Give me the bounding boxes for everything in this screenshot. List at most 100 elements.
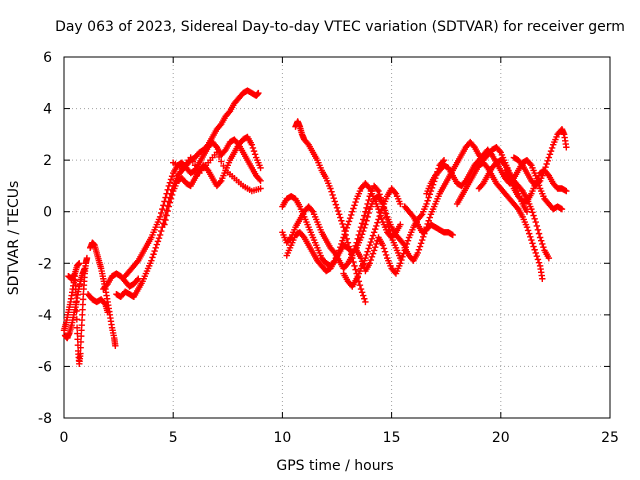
series-arc-6: [100, 270, 142, 293]
data-point: [339, 220, 346, 228]
data-point: [373, 222, 380, 230]
data-point: [213, 149, 221, 156]
data-point: [251, 151, 259, 158]
data-point: [104, 309, 111, 316]
data-point: [256, 176, 263, 183]
data-point: [417, 240, 425, 247]
data-point: [391, 230, 399, 237]
y-tick-label: -6: [38, 359, 52, 375]
data-point: [346, 214, 354, 222]
data-point: [545, 254, 553, 262]
data-point: [360, 292, 367, 299]
data-point: [216, 122, 224, 129]
data-point: [152, 244, 159, 252]
data-point: [423, 200, 430, 208]
data-point: [536, 234, 544, 241]
data-point: [530, 212, 537, 219]
data-point: [424, 220, 431, 228]
y-tick-label: -8: [38, 411, 52, 427]
data-point: [361, 295, 368, 302]
data-point: [527, 233, 534, 241]
data-point: [255, 89, 262, 97]
data-point: [483, 163, 490, 170]
data-point: [362, 221, 369, 228]
data-point: [349, 252, 356, 259]
data-point: [133, 258, 141, 266]
data-point: [332, 201, 340, 208]
data-point: [518, 160, 525, 168]
data-point: [421, 230, 428, 237]
data-point: [157, 209, 165, 217]
data-point: [354, 235, 361, 242]
data-point: [422, 227, 429, 234]
data-point: [153, 241, 161, 248]
x-tick-label: 5: [169, 430, 178, 446]
data-point: [191, 162, 199, 169]
y-tick-label: 2: [43, 153, 52, 169]
data-point: [365, 196, 372, 204]
data-point: [350, 205, 357, 212]
series-arc-3: [65, 260, 83, 282]
series-arc-13: [279, 182, 404, 272]
series-arc-20: [453, 159, 546, 282]
data-point: [218, 158, 225, 165]
data-point: [330, 194, 337, 202]
x-tick-label: 10: [273, 430, 291, 446]
data-point: [356, 282, 364, 289]
data-point: [364, 213, 371, 221]
data-point: [353, 239, 360, 246]
axis-ticks: 0 5 10 15 20 25 -8 -6 -4 -2 0 2 4 6: [38, 50, 619, 446]
x-tick-label: 15: [383, 430, 401, 446]
data-point: [423, 223, 430, 231]
data-point: [534, 226, 542, 233]
data-point: [342, 227, 349, 235]
data-point: [382, 251, 390, 259]
y-tick-label: 4: [43, 102, 52, 118]
data-point: [548, 144, 556, 152]
data-point: [151, 247, 158, 255]
data-point: [360, 216, 367, 223]
data-point: [347, 211, 355, 219]
data-point: [470, 142, 477, 150]
data-point: [425, 194, 432, 201]
data-point: [165, 203, 173, 210]
data-point: [416, 243, 424, 250]
data-point: [70, 271, 78, 279]
data-point: [420, 233, 427, 241]
data-point: [328, 188, 335, 195]
data-point: [338, 217, 345, 224]
data-point: [156, 231, 164, 239]
data-point: [159, 205, 166, 213]
data-point: [547, 147, 555, 155]
data-point: [370, 247, 378, 254]
data-point: [369, 250, 377, 257]
series-arc-23: [501, 167, 570, 205]
data-point: [77, 344, 84, 351]
data-point: [426, 214, 434, 221]
data-point: [357, 223, 365, 231]
series-arc-10: [170, 149, 264, 195]
data-point: [248, 141, 256, 148]
data-point: [415, 246, 423, 253]
data-point: [496, 147, 503, 155]
data-point: [369, 232, 377, 239]
data-point: [168, 191, 176, 199]
data-point: [351, 262, 358, 270]
data-point: [363, 204, 370, 212]
chart-title: Day 063 of 2023, Sidereal Day-to-day VTE…: [55, 19, 625, 35]
data-point: [286, 235, 294, 242]
data-point: [409, 212, 416, 219]
x-tick-label: 25: [601, 430, 619, 446]
data-point: [417, 212, 425, 219]
series-arc-2: [61, 265, 88, 342]
data-point: [337, 214, 344, 221]
data-point: [304, 140, 311, 147]
data-point: [165, 182, 173, 190]
data-point: [157, 227, 165, 235]
data-point: [220, 162, 227, 170]
data-point: [376, 213, 383, 220]
data-point: [335, 211, 343, 218]
data-point: [377, 194, 384, 201]
data-point: [355, 231, 363, 239]
data-point: [399, 253, 406, 261]
